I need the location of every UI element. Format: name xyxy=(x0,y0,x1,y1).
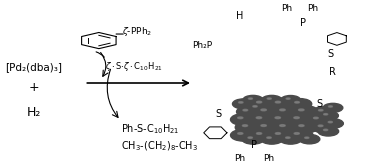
Circle shape xyxy=(243,95,263,105)
Text: P: P xyxy=(251,140,257,150)
Ellipse shape xyxy=(238,117,243,119)
Text: Ph: Ph xyxy=(234,154,245,163)
Ellipse shape xyxy=(256,101,262,103)
Text: P: P xyxy=(300,18,306,28)
Ellipse shape xyxy=(299,125,304,126)
Circle shape xyxy=(235,122,261,133)
Ellipse shape xyxy=(318,125,323,127)
Text: $\zeta$-PPh$_2$: $\zeta$-PPh$_2$ xyxy=(122,25,152,38)
Ellipse shape xyxy=(253,106,257,107)
Circle shape xyxy=(236,106,260,117)
Ellipse shape xyxy=(286,137,290,138)
Circle shape xyxy=(323,103,343,112)
Ellipse shape xyxy=(275,133,280,134)
Ellipse shape xyxy=(305,137,309,138)
Text: Ph: Ph xyxy=(263,154,274,163)
Circle shape xyxy=(262,95,282,105)
Ellipse shape xyxy=(248,98,253,99)
Text: S: S xyxy=(327,49,333,59)
Text: Ph: Ph xyxy=(281,4,293,13)
Circle shape xyxy=(288,99,312,109)
Circle shape xyxy=(286,113,314,126)
Ellipse shape xyxy=(286,98,290,99)
Text: H₂: H₂ xyxy=(26,106,41,119)
Circle shape xyxy=(287,129,313,141)
Ellipse shape xyxy=(261,109,267,111)
Ellipse shape xyxy=(256,117,262,119)
Text: Ph: Ph xyxy=(307,4,318,13)
Ellipse shape xyxy=(275,101,280,103)
Text: [Pd₂(dba)₃]: [Pd₂(dba)₃] xyxy=(5,62,62,72)
Ellipse shape xyxy=(275,117,280,119)
Circle shape xyxy=(261,134,283,144)
Text: S: S xyxy=(215,109,221,119)
Text: R: R xyxy=(329,67,336,77)
Circle shape xyxy=(233,99,254,109)
Ellipse shape xyxy=(295,102,299,103)
Ellipse shape xyxy=(299,109,304,111)
Circle shape xyxy=(242,134,264,144)
Circle shape xyxy=(249,113,276,126)
Ellipse shape xyxy=(267,98,271,99)
Circle shape xyxy=(249,98,275,110)
Circle shape xyxy=(230,129,257,141)
Ellipse shape xyxy=(323,114,328,115)
Circle shape xyxy=(279,134,302,144)
Circle shape xyxy=(318,111,339,120)
Ellipse shape xyxy=(294,117,299,119)
Ellipse shape xyxy=(314,117,318,119)
Circle shape xyxy=(268,113,295,126)
Circle shape xyxy=(322,119,343,128)
Ellipse shape xyxy=(323,129,328,131)
Circle shape xyxy=(281,95,300,104)
Circle shape xyxy=(292,122,318,133)
Text: Ph-S-C$_{10}$H$_{21}$: Ph-S-C$_{10}$H$_{21}$ xyxy=(121,122,179,136)
Text: S: S xyxy=(316,99,323,109)
Ellipse shape xyxy=(280,109,285,111)
Text: CH$_3$-(CH$_2$)$_8$-CH$_3$: CH$_3$-(CH$_2$)$_8$-CH$_3$ xyxy=(121,140,198,153)
Circle shape xyxy=(312,122,335,133)
Ellipse shape xyxy=(319,110,323,111)
Circle shape xyxy=(313,107,334,117)
Circle shape xyxy=(249,129,275,141)
Ellipse shape xyxy=(242,125,248,126)
Circle shape xyxy=(253,121,281,134)
Circle shape xyxy=(307,114,331,125)
Circle shape xyxy=(291,106,318,118)
Text: H: H xyxy=(236,11,244,21)
Ellipse shape xyxy=(294,133,299,134)
Ellipse shape xyxy=(328,121,333,123)
Ellipse shape xyxy=(248,137,253,138)
Ellipse shape xyxy=(280,125,285,126)
Text: +: + xyxy=(28,81,39,94)
Circle shape xyxy=(268,98,294,110)
Text: $\zeta\cdot$S$\cdot\zeta\cdot$C$_{10}$H$_{21}$: $\zeta\cdot$S$\cdot\zeta\cdot$C$_{10}$H$… xyxy=(105,60,163,74)
Circle shape xyxy=(272,121,300,134)
Text: Ph₂P: Ph₂P xyxy=(192,41,212,50)
Circle shape xyxy=(230,114,257,125)
Circle shape xyxy=(253,106,281,118)
Ellipse shape xyxy=(256,133,262,134)
Circle shape xyxy=(247,103,268,113)
Ellipse shape xyxy=(328,106,333,107)
Ellipse shape xyxy=(261,125,267,126)
Ellipse shape xyxy=(238,133,243,134)
Ellipse shape xyxy=(243,109,248,111)
Circle shape xyxy=(268,129,294,141)
Circle shape xyxy=(299,134,320,144)
Circle shape xyxy=(272,106,300,118)
Ellipse shape xyxy=(267,137,271,138)
Circle shape xyxy=(318,127,339,136)
Ellipse shape xyxy=(239,102,243,103)
